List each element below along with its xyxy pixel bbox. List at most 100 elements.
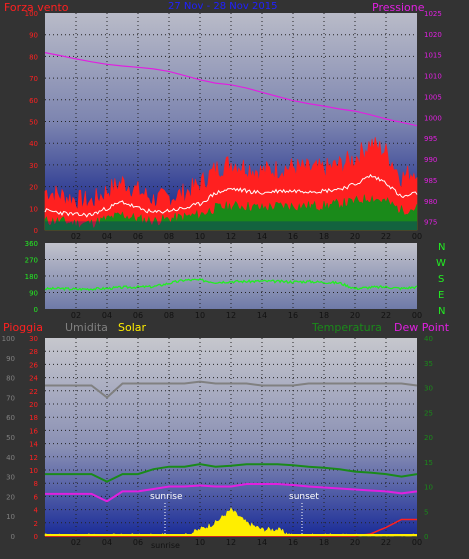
- series-humidity: [45, 380, 418, 399]
- tick-pressure: 1020: [424, 31, 442, 39]
- series-temperature: [45, 463, 418, 483]
- tick-pressure: 990: [424, 156, 437, 164]
- tick-wind: 90: [29, 32, 38, 40]
- x-tick-label: 22: [381, 538, 391, 547]
- tick-wind: 50: [29, 119, 38, 127]
- tick-pressure: 1000: [424, 114, 442, 122]
- tick-temperature: 30: [424, 385, 433, 393]
- tick-rain: 6: [34, 493, 39, 501]
- axis-labels: 0102030405060708090100975980985990995100…: [2, 10, 442, 547]
- tick-rain: 4: [34, 507, 39, 515]
- tick-wind: 100: [25, 10, 38, 18]
- tick-rain: 12: [29, 454, 38, 462]
- tick-temperature: 5: [424, 508, 428, 516]
- x-tick-label: 00: [412, 311, 422, 320]
- tick-rain: 26: [29, 361, 38, 369]
- tick-direction: 0: [34, 306, 38, 314]
- tick-pressure: 1005: [424, 93, 442, 101]
- tick-pressure: 985: [424, 177, 437, 185]
- tick-rain: 16: [29, 427, 38, 435]
- tick-wind: 20: [29, 184, 38, 192]
- series-pressure: [44, 52, 418, 127]
- x-tick-label: 18: [319, 232, 329, 241]
- compass-w: W: [436, 258, 446, 269]
- tick-rain: 2: [34, 520, 38, 528]
- tick-wind: 40: [29, 140, 38, 148]
- x-tick-label: 06: [133, 232, 143, 241]
- x-tick-label: 14: [257, 232, 267, 241]
- compass-s: S: [438, 274, 444, 285]
- data-series: [44, 52, 418, 537]
- tick-wind: 0: [34, 227, 38, 235]
- x-tick-label: 14: [257, 311, 267, 320]
- tick-pressure: 980: [424, 198, 437, 206]
- legend-rain: Pioggia: [3, 321, 43, 334]
- tick-humidity: 90: [6, 355, 15, 363]
- tick-direction: 270: [25, 257, 38, 265]
- tick-pressure: 1015: [424, 52, 442, 60]
- tick-temperature: 35: [424, 360, 433, 368]
- x-tick-label: 00: [412, 232, 422, 241]
- x-tick-label: 04: [102, 538, 112, 547]
- compass-e: E: [438, 290, 444, 301]
- x-tick-label: 08: [164, 311, 174, 320]
- tick-humidity: 80: [6, 375, 15, 383]
- x-tick-label: 18: [319, 311, 329, 320]
- tick-humidity: 70: [6, 394, 15, 402]
- annotation-sunrise: sunrise: [150, 492, 183, 502]
- x-tick-label: 14: [257, 538, 267, 547]
- x-tick-label: 22: [381, 232, 391, 241]
- x-tick-label: 12: [226, 311, 236, 320]
- tick-temperature: 40: [424, 335, 433, 343]
- tick-humidity: 100: [2, 335, 15, 343]
- x-tick-label: 10: [195, 232, 205, 241]
- compass-n-bottom: N: [438, 306, 445, 317]
- series-wind-speed: [44, 194, 418, 231]
- x-tick-label: 16: [288, 538, 298, 547]
- tick-direction: 360: [25, 240, 38, 248]
- x-tick-label: 18: [319, 538, 329, 547]
- chart-title: 27 Nov - 28 Nov 2015: [168, 1, 277, 12]
- tick-rain: 22: [29, 388, 38, 396]
- tick-rain: 10: [29, 467, 38, 475]
- series-wind-direction: [44, 277, 418, 292]
- legend-humidity: Umidita: [65, 321, 108, 334]
- tick-temperature: 0: [424, 533, 428, 541]
- x-tick-label: 06: [133, 311, 143, 320]
- x-label-sunrise: sunrise: [151, 541, 180, 550]
- tick-pressure: 975: [424, 219, 437, 227]
- x-tick-label: 20: [350, 538, 360, 547]
- x-tick-label: 16: [288, 311, 298, 320]
- x-tick-label: 04: [102, 311, 112, 320]
- x-tick-label: 10: [195, 311, 205, 320]
- x-tick-label: 20: [350, 232, 360, 241]
- x-tick-label: 16: [288, 232, 298, 241]
- tick-humidity: 30: [6, 474, 15, 482]
- legend-wind: Forza vento: [4, 1, 69, 14]
- tick-humidity: 40: [6, 454, 15, 462]
- tick-temperature: 10: [424, 484, 433, 492]
- tick-direction: 90: [29, 290, 38, 298]
- tick-rain: 14: [29, 441, 38, 449]
- tick-wind: 80: [29, 53, 38, 61]
- tick-rain: 8: [34, 480, 38, 488]
- legend-solar: Solar: [118, 321, 147, 334]
- x-tick-label: 20: [350, 311, 360, 320]
- x-tick-label: 22: [381, 311, 391, 320]
- series-wind-average: [44, 173, 418, 218]
- x-tick-label: 02: [71, 232, 81, 241]
- legend-pressure: Pressione: [372, 1, 425, 14]
- tick-rain: 18: [29, 414, 38, 422]
- tick-temperature: 20: [424, 434, 433, 442]
- tick-temperature: 25: [424, 409, 433, 417]
- tick-wind: 30: [29, 162, 38, 170]
- x-tick-label: 02: [71, 311, 81, 320]
- tick-humidity: 60: [6, 414, 15, 422]
- tick-pressure: 1025: [424, 10, 442, 18]
- tick-wind: 70: [29, 75, 38, 83]
- x-tick-label: 12: [226, 232, 236, 241]
- tick-rain: 0: [34, 533, 38, 541]
- wind-base-band: [45, 221, 417, 230]
- tick-wind: 10: [29, 205, 38, 213]
